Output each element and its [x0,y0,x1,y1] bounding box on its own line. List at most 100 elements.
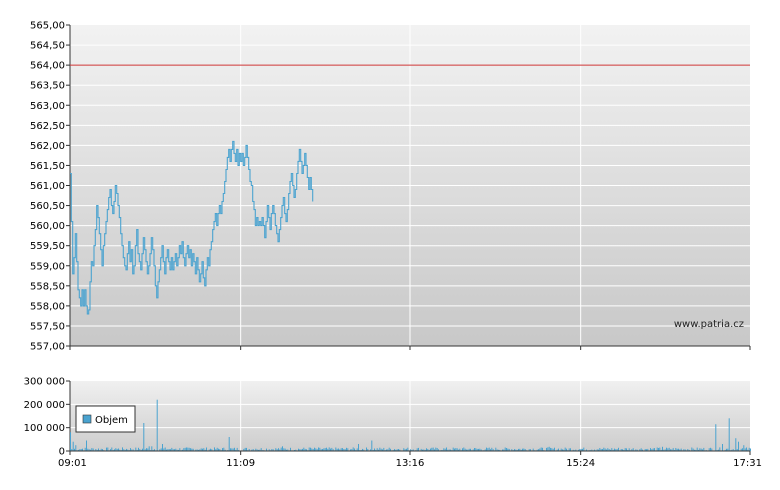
volume-bar [159,449,161,451]
volume-bar [479,448,481,451]
volume-bar [695,449,697,451]
volume-bar [412,449,414,451]
volume-bar [295,449,297,451]
volume-bar [463,447,465,451]
volume-bar [560,448,562,451]
x-tick-label: 13:16 [396,458,425,469]
volume-bar [300,449,302,451]
volume-bar [428,449,430,451]
volume-bar [316,449,318,451]
volume-bar [570,448,571,451]
volume-bar [743,445,745,451]
volume-bar [583,447,585,451]
volume-bar [620,449,622,451]
volume-y-tick-label: 300 000 [24,377,65,388]
volume-bar [435,447,437,451]
volume-bar [138,447,139,451]
volume-bar [215,449,217,451]
volume-bar [411,449,413,451]
volume-bar [430,448,431,451]
volume-bar [167,449,169,451]
volume-bar [124,449,126,451]
volume-bar [354,448,355,451]
volume-bar [208,449,210,451]
legend-label: Objem [95,415,128,426]
volume-bar [139,449,141,451]
volume-bar [666,447,667,451]
volume-bar [750,448,751,451]
volume-bar [271,449,273,451]
volume-bar [168,449,170,451]
volume-bar [747,449,749,451]
volume-bar [204,449,206,451]
volume-bar [171,447,173,451]
volume-bar [586,449,587,451]
volume-bar [214,447,215,451]
volume-bar [90,449,91,451]
volume-bar [420,448,422,451]
volume-bar [748,447,750,451]
volume-bar [390,448,391,451]
volume-bar [651,449,653,451]
volume-bar [554,447,555,451]
volume-bar [692,448,694,451]
volume-bar [470,448,471,451]
volume-bar [304,448,306,451]
volume-bar [727,448,729,451]
volume-bar [668,447,670,451]
price-x-ticks [69,346,751,350]
volume-bar [499,449,501,451]
price-y-tick-label: 561,50 [30,161,65,172]
volume-bar [610,449,611,451]
volume-bar [323,448,325,451]
volume-bar [652,448,654,451]
volume-bar [102,449,103,451]
volume-bar [338,448,339,451]
volume-bar [680,448,682,451]
volume-bar [396,449,398,451]
volume-bar [618,447,619,451]
volume-bar [622,449,623,451]
volume-bar [114,449,115,451]
volume-bar [502,449,503,451]
volume-bar [406,448,407,451]
volume-bar [71,449,73,451]
volume-bar [548,446,550,451]
volume-bar [386,449,387,451]
volume-bar [438,449,439,451]
volume-bar [327,448,329,451]
volume-bar [640,448,642,451]
volume-bar [183,448,185,451]
volume-bar [564,447,566,451]
volume-bar [234,447,235,451]
volume-bar [190,448,191,451]
volume-bar [394,449,395,451]
volume-bar [78,449,79,451]
volume-bar [332,449,334,451]
volume-bar [398,449,399,451]
volume-bar [256,449,258,451]
volume-bar [164,447,166,451]
volume-bar [530,449,531,451]
volume-bar [491,447,493,451]
volume-bar [478,448,479,451]
volume-bar [480,449,482,451]
volume-bar [366,447,367,451]
volume-bar [350,449,351,451]
volume-bar [172,449,174,451]
volume-bar [191,448,193,451]
volume-bar [160,448,162,451]
volume-bar [122,447,123,451]
volume-bar [594,449,595,451]
volume-bar [516,449,518,451]
price-y-tick-label: 564,00 [30,61,65,72]
volume-bar [88,449,90,451]
volume-bar [699,448,701,451]
volume-bar [455,448,457,451]
volume-bar [459,448,461,451]
volume-bar [343,449,345,451]
price-y-tick-label: 557,00 [30,342,65,353]
volume-bar [504,447,506,451]
volume-bar [140,449,142,451]
volume-bar [580,448,582,451]
